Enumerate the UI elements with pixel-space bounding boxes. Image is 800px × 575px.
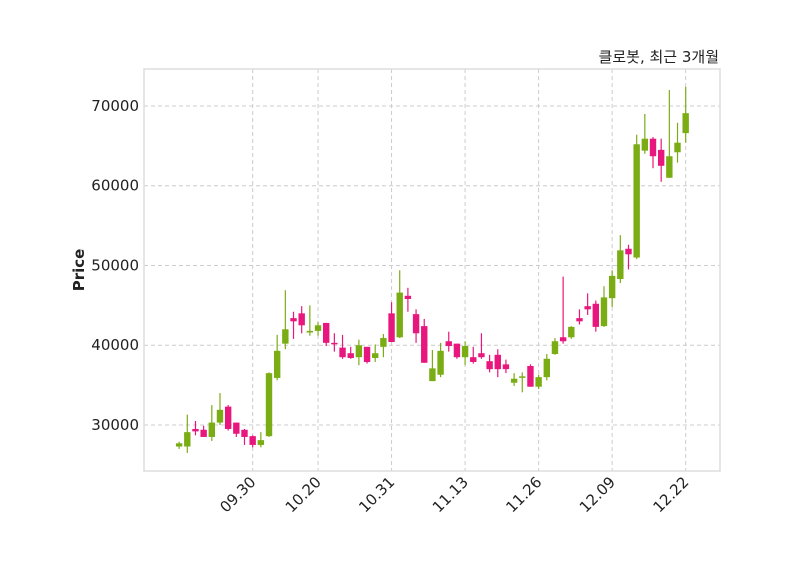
candle-body-up — [175, 443, 183, 447]
candle-body-up — [184, 432, 191, 447]
candle-body-down — [241, 429, 248, 437]
plot-frame — [143, 68, 721, 472]
x-axis: 09.30 10.20 10.31 11.13 11.26 12.09 12.22 — [216, 473, 692, 516]
candle-body-down — [224, 406, 232, 429]
candle-body-up — [674, 142, 681, 153]
candle-body-down — [445, 341, 452, 347]
candle-body-up — [273, 350, 281, 378]
y-axis: 30000 40000 50000 60000 70000 — [91, 97, 139, 434]
candle-body-up — [682, 113, 689, 134]
candle-body-down — [625, 248, 632, 255]
candle-body-up — [641, 138, 649, 151]
candle-body-down — [657, 149, 665, 166]
candle-body-up — [568, 326, 575, 338]
candle-body-up — [535, 377, 542, 387]
candle-body-up — [208, 422, 216, 437]
candles — [175, 86, 689, 453]
candle-body-down — [486, 361, 493, 370]
candle-body-up — [396, 292, 403, 338]
candle-body-down — [478, 353, 485, 358]
candle-body-down — [592, 303, 600, 327]
candle-body-down — [453, 343, 461, 358]
candle-body-up — [666, 156, 673, 178]
candle-body-up — [461, 346, 469, 358]
candle-body-up — [314, 325, 322, 331]
candle-body-up — [600, 297, 608, 327]
candle-body-up — [429, 368, 436, 382]
candle-body-up — [633, 144, 640, 258]
candle-body-up — [617, 250, 624, 280]
candle-body-up — [519, 376, 526, 378]
candle-body-up — [380, 338, 387, 347]
x-tick-label: 12.22 — [649, 473, 692, 516]
candle-body-down — [494, 354, 501, 370]
candle-body-down — [527, 365, 534, 387]
candle-body-down — [412, 314, 420, 334]
candle-body-down — [290, 318, 297, 322]
candle-body-down — [470, 357, 477, 362]
x-tick-label: 12.09 — [576, 473, 619, 516]
candle-body-up — [437, 350, 444, 375]
candle-body-down — [649, 138, 657, 157]
x-tick-label: 10.31 — [355, 473, 398, 516]
candle-body-down — [559, 337, 567, 342]
candle-body-up — [257, 440, 265, 445]
y-tick-label: 70000 — [91, 97, 139, 115]
candle-body-up — [551, 341, 559, 355]
candle-body-down — [233, 422, 240, 434]
y-tick-label: 40000 — [91, 336, 139, 354]
candle-body-down — [388, 313, 395, 343]
candle-body-down — [347, 353, 354, 358]
y-tick-label: 60000 — [91, 177, 139, 195]
y-axis-label: Price — [70, 249, 88, 292]
candle-body-down — [502, 364, 510, 370]
candle-body-up — [216, 409, 224, 423]
candle-body-up — [265, 373, 273, 437]
candle-body-up — [372, 353, 379, 358]
candle-body-down — [339, 347, 346, 358]
candle-body-down — [404, 295, 412, 299]
candle-body-up — [510, 378, 518, 383]
candle-body-up — [543, 358, 550, 378]
candle-body-down — [584, 306, 591, 310]
candle-body-down — [298, 313, 305, 326]
candle-body-down — [331, 342, 338, 345]
candle-body-down — [200, 429, 207, 437]
y-tick-label: 30000 — [91, 416, 139, 434]
x-tick-label: 11.13 — [429, 473, 472, 516]
candle-body-down — [249, 436, 256, 445]
candle-body-down — [363, 346, 371, 362]
x-tick-label: 09.30 — [216, 473, 259, 516]
candle-body-down — [322, 322, 330, 343]
x-tick-label: 10.20 — [282, 473, 325, 516]
candle-body-up — [608, 275, 616, 299]
candle-body-down — [421, 326, 428, 363]
x-tick-label: 11.26 — [502, 473, 545, 516]
plot-area — [144, 69, 720, 471]
candle-body-up — [355, 345, 363, 358]
candle-body-down — [192, 428, 199, 432]
candle-body-down — [576, 318, 583, 322]
chart-title: 클로봇, 최근 3개월 — [599, 48, 719, 66]
y-tick-label: 50000 — [91, 256, 139, 274]
candle-body-up — [306, 330, 314, 333]
candle-body-up — [282, 329, 289, 344]
